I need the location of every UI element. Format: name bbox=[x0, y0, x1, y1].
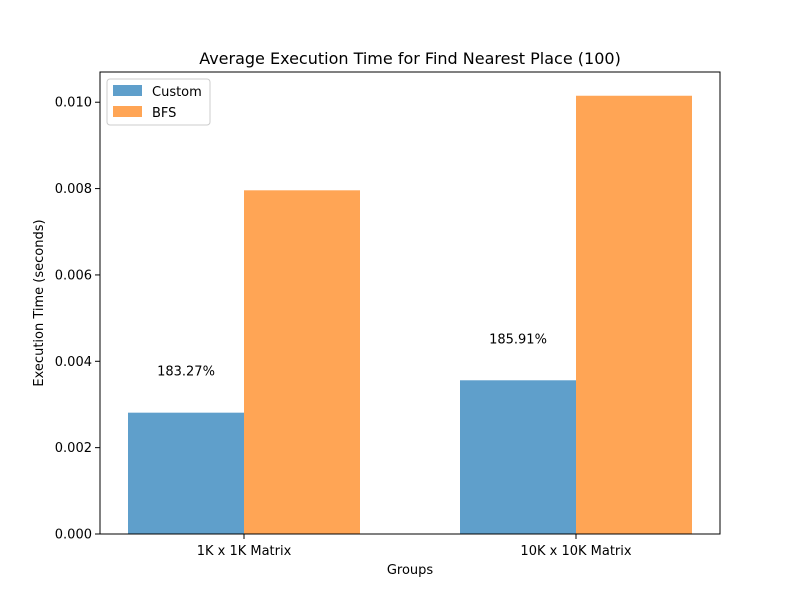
y-tick-label: 0.000 bbox=[55, 528, 92, 543]
bar-custom-1 bbox=[460, 380, 576, 534]
bar-bfs-1 bbox=[576, 95, 692, 534]
percent-annotation-0: 183.27% bbox=[157, 365, 215, 380]
legend-swatch-bfs bbox=[113, 106, 142, 117]
x-tick-label: 1K x 1K Matrix bbox=[197, 544, 292, 559]
y-axis: 0.000 0.002 0.004 0.006 0.008 0.010 bbox=[55, 96, 100, 543]
x-axis-label: Groups bbox=[387, 563, 434, 578]
x-tick-label: 10K x 10K Matrix bbox=[520, 544, 631, 559]
plot-area-frame bbox=[99, 71, 721, 535]
y-tick-label: 0.006 bbox=[55, 268, 92, 283]
legend-label-custom: Custom bbox=[152, 85, 202, 100]
y-axis-label: Execution Time (seconds) bbox=[32, 219, 47, 386]
annotations-group: 183.27% 185.91% bbox=[157, 332, 547, 379]
chart-title: Average Execution Time for Find Nearest … bbox=[199, 49, 621, 68]
bar-bfs-0 bbox=[244, 190, 360, 534]
y-tick-label: 0.004 bbox=[55, 355, 92, 370]
bars-group bbox=[128, 95, 692, 534]
x-axis: 1K x 1K Matrix 10K x 10K Matrix bbox=[197, 534, 632, 559]
y-tick-label: 0.010 bbox=[55, 96, 92, 111]
legend: Custom BFS bbox=[106, 78, 211, 126]
y-tick-label: 0.002 bbox=[55, 441, 92, 456]
bar-custom-0 bbox=[128, 412, 244, 534]
y-tick-label: 0.008 bbox=[55, 182, 92, 197]
percent-annotation-1: 185.91% bbox=[489, 332, 547, 347]
legend-swatch-custom bbox=[113, 85, 142, 96]
legend-label-bfs: BFS bbox=[152, 106, 176, 121]
